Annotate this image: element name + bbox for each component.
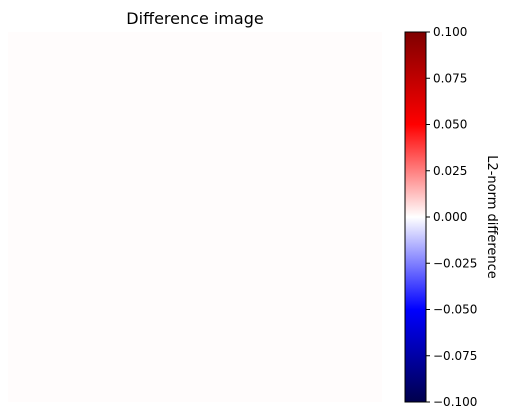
colorbar-gradient (405, 32, 426, 402)
difference-heatmap (8, 32, 382, 402)
colorbar-tick-label: −0.075 (433, 349, 477, 363)
colorbar-tick-label: 0.100 (433, 25, 467, 39)
colorbar: −0.100 −0.075 −0.050 −0.025 0.000 0.025 0.050 0… (404, 25, 499, 409)
colorbar-tick-label: −0.025 (433, 256, 477, 270)
colorbar-tick-label: −0.100 (433, 395, 477, 409)
colorbar-tick-label: 0.075 (433, 71, 467, 85)
colorbar-ticks: −0.100 −0.075 −0.050 −0.025 0.000 0.025 0.050 0… (426, 25, 477, 409)
colorbar-label: L2-norm difference (484, 155, 499, 279)
chart-title: Difference image (126, 9, 263, 28)
colorbar-tick-label: −0.050 (433, 303, 477, 317)
colorbar-tick-label: 0.050 (433, 118, 467, 132)
colorbar-tick-label: 0.025 (433, 164, 467, 178)
colorbar-tick-label: 0.000 (433, 210, 467, 224)
